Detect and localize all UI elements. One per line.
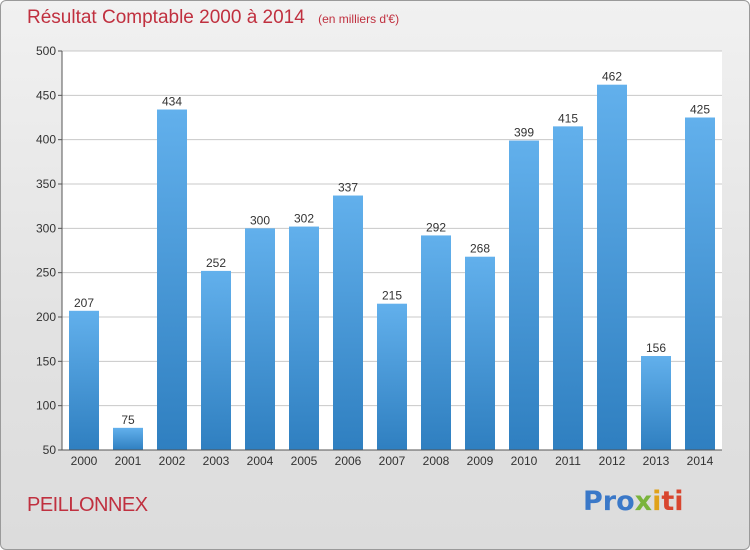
- x-tick-label: 2011: [555, 454, 581, 468]
- bar-value-label: 75: [121, 413, 135, 427]
- y-tick-label: 150: [36, 354, 56, 368]
- x-tick-label: 2004: [247, 454, 274, 468]
- bar: [641, 356, 671, 450]
- bar: [157, 109, 187, 451]
- bar: [113, 427, 143, 450]
- bar-value-label: 292: [426, 220, 446, 234]
- chart-title-text: Résultat Comptable 2000 à 2014: [27, 7, 305, 28]
- y-tick-label: 400: [36, 133, 56, 147]
- y-tick-label: 450: [36, 88, 56, 102]
- logo-part-3: i: [652, 486, 662, 517]
- y-tick-label: 100: [36, 399, 56, 413]
- y-tick-label: 50: [43, 443, 57, 457]
- bar-value-label: 302: [294, 212, 314, 226]
- chart-title: Résultat Comptable 2000 à 2014 (en milli…: [27, 7, 399, 29]
- bar: [377, 303, 407, 450]
- bar: [465, 256, 495, 450]
- y-tick-label: 500: [36, 44, 56, 58]
- x-tick-label: 2012: [599, 454, 626, 468]
- x-tick-label: 2010: [511, 454, 538, 468]
- bar-value-label: 462: [602, 70, 622, 84]
- logo-part-1: Pro: [583, 486, 635, 517]
- y-tick-label: 250: [36, 266, 56, 280]
- bar: [553, 126, 583, 450]
- x-tick-label: 2000: [71, 454, 98, 468]
- x-tick-label: 2002: [159, 454, 186, 468]
- x-tick-label: 2008: [423, 454, 450, 468]
- bar: [597, 84, 627, 451]
- bar: [69, 310, 99, 450]
- bar-value-label: 207: [74, 296, 94, 310]
- x-tick-label: 2009: [467, 454, 494, 468]
- proxiti-logo: Proxiti: [583, 486, 684, 517]
- bar: [509, 140, 539, 450]
- x-tick-label: 2014: [687, 454, 714, 468]
- bar: [245, 228, 275, 450]
- bar-value-label: 399: [514, 126, 534, 140]
- bar-value-label: 337: [338, 181, 358, 195]
- y-tick-label: 350: [36, 177, 56, 191]
- x-tick-label: 2005: [291, 454, 318, 468]
- x-tick-label: 2001: [115, 454, 142, 468]
- logo-part-2: x: [634, 486, 653, 517]
- chart-unit-note: (en milliers d'€): [318, 12, 400, 26]
- bar-value-label: 300: [250, 213, 270, 227]
- bar: [333, 195, 363, 450]
- logo-part-4: ti: [661, 486, 684, 517]
- x-tick-label: 2006: [335, 454, 362, 468]
- bar-value-label: 156: [646, 341, 666, 355]
- bar-value-label: 415: [558, 111, 578, 125]
- bar: [421, 235, 451, 450]
- bar: [289, 226, 319, 450]
- x-tick-label: 2003: [203, 454, 230, 468]
- y-tick-label: 200: [36, 310, 56, 324]
- bar: [685, 117, 715, 450]
- x-tick-label: 2007: [379, 454, 406, 468]
- y-tick-label: 300: [36, 221, 56, 235]
- bar-value-label: 268: [470, 242, 490, 256]
- bar-value-label: 425: [690, 103, 710, 117]
- x-tick-label: 2013: [643, 454, 670, 468]
- bar: [201, 270, 231, 450]
- bar-value-label: 434: [162, 95, 182, 109]
- bar-value-label: 252: [206, 256, 226, 270]
- bar-value-label: 215: [382, 289, 402, 303]
- place-name: PEILLONNEX: [27, 494, 148, 516]
